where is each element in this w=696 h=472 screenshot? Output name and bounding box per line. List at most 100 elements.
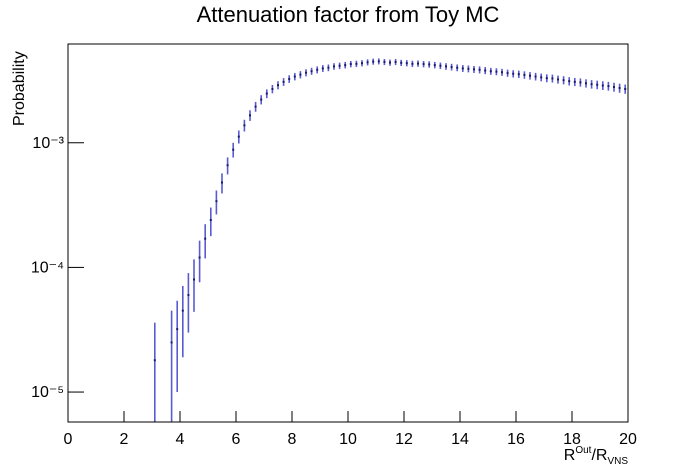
point bbox=[601, 84, 604, 87]
point bbox=[405, 62, 408, 65]
point bbox=[226, 164, 229, 167]
chart-title: Attenuation factor from Toy MC bbox=[197, 2, 500, 27]
point bbox=[562, 79, 565, 82]
x-tick-label: 8 bbox=[288, 431, 297, 448]
point bbox=[495, 70, 498, 73]
point bbox=[618, 87, 621, 90]
x-label-mid: /R bbox=[591, 447, 607, 464]
y-tick-label: 10⁻³ bbox=[32, 135, 64, 152]
point bbox=[478, 68, 481, 71]
point bbox=[254, 105, 257, 108]
point bbox=[517, 73, 520, 76]
point bbox=[534, 75, 537, 78]
point bbox=[489, 70, 492, 73]
x-tick-label: 18 bbox=[563, 431, 581, 448]
point bbox=[288, 77, 291, 80]
point bbox=[215, 200, 218, 203]
point bbox=[501, 71, 503, 74]
x-tick-label: 4 bbox=[176, 431, 185, 448]
point bbox=[293, 75, 296, 78]
point bbox=[484, 69, 487, 72]
point bbox=[232, 148, 235, 151]
point bbox=[585, 82, 587, 85]
point bbox=[394, 60, 397, 63]
point bbox=[383, 60, 386, 63]
point bbox=[506, 72, 509, 75]
point bbox=[545, 77, 548, 80]
point bbox=[327, 66, 330, 69]
point bbox=[176, 328, 179, 331]
point bbox=[221, 181, 223, 184]
point bbox=[349, 63, 352, 66]
point bbox=[607, 85, 610, 88]
point bbox=[338, 64, 341, 67]
point bbox=[344, 64, 347, 67]
y-tick-label: 10⁻⁴ bbox=[31, 259, 64, 276]
point bbox=[361, 62, 363, 65]
point bbox=[551, 77, 554, 80]
point bbox=[461, 67, 464, 70]
point bbox=[187, 294, 190, 297]
point bbox=[590, 83, 593, 86]
point bbox=[372, 60, 375, 63]
y-axis-label: Probability bbox=[11, 51, 28, 126]
point bbox=[316, 68, 319, 71]
x-axis-label: ROut/RVNS bbox=[564, 445, 629, 467]
point bbox=[473, 68, 475, 71]
point bbox=[204, 237, 207, 240]
point bbox=[389, 61, 391, 64]
point bbox=[198, 256, 201, 259]
point bbox=[400, 61, 403, 64]
point bbox=[305, 71, 307, 74]
point bbox=[193, 278, 195, 281]
point bbox=[613, 86, 615, 89]
point bbox=[579, 81, 582, 84]
point bbox=[439, 64, 442, 67]
point bbox=[523, 73, 526, 76]
x-tick-label: 10 bbox=[339, 431, 357, 448]
x-tick-label: 2 bbox=[120, 431, 129, 448]
x-tick-label: 14 bbox=[451, 431, 469, 448]
y-tick-label: 10⁻⁵ bbox=[31, 384, 64, 401]
point bbox=[282, 80, 285, 83]
point bbox=[512, 72, 515, 75]
point bbox=[624, 87, 627, 90]
point bbox=[265, 92, 268, 95]
point bbox=[260, 98, 263, 101]
point bbox=[456, 66, 459, 69]
point bbox=[411, 62, 414, 65]
point bbox=[299, 73, 302, 76]
point bbox=[321, 67, 324, 70]
point bbox=[557, 78, 559, 81]
x-label-base: R bbox=[564, 447, 576, 464]
point bbox=[422, 63, 425, 66]
point bbox=[596, 83, 599, 86]
x-tick-label: 20 bbox=[619, 431, 637, 448]
point bbox=[445, 65, 447, 68]
x-tick-label: 0 bbox=[64, 431, 73, 448]
point bbox=[249, 114, 251, 117]
x-tick-label: 6 bbox=[232, 431, 241, 448]
x-label-sub: VNS bbox=[607, 456, 628, 467]
point bbox=[366, 61, 369, 64]
point bbox=[467, 67, 470, 70]
x-tick-label: 16 bbox=[507, 431, 525, 448]
point bbox=[181, 309, 184, 312]
point bbox=[568, 80, 571, 83]
point bbox=[243, 124, 246, 127]
point bbox=[237, 135, 240, 138]
point bbox=[333, 65, 335, 68]
point bbox=[277, 84, 279, 87]
point bbox=[271, 87, 274, 90]
point bbox=[433, 64, 436, 67]
point bbox=[428, 63, 431, 66]
point bbox=[355, 62, 358, 65]
point bbox=[573, 80, 576, 83]
point bbox=[450, 66, 453, 69]
point bbox=[209, 219, 212, 222]
point bbox=[529, 74, 531, 77]
x-tick-label: 12 bbox=[395, 431, 413, 448]
point bbox=[540, 76, 543, 79]
